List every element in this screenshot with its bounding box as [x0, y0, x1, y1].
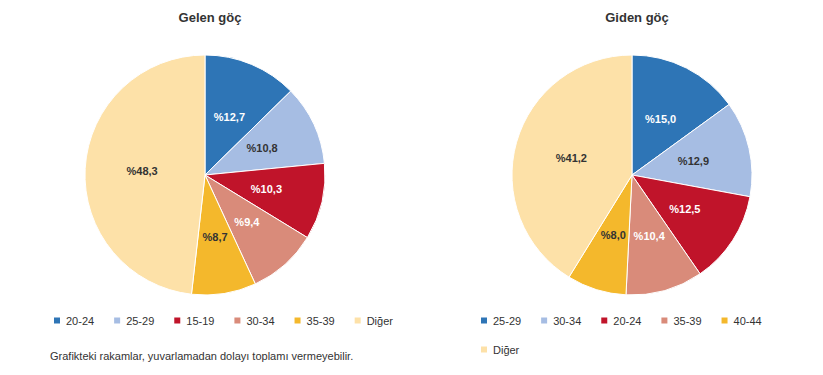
svg-text:25-29: 25-29: [126, 315, 154, 327]
svg-text:Giden göç: Giden göç: [605, 10, 669, 25]
svg-text:%12,9: %12,9: [678, 155, 709, 167]
svg-text:%12,5: %12,5: [669, 203, 700, 215]
svg-text:15-19: 15-19: [186, 315, 214, 327]
svg-text:Diğer: Diğer: [367, 315, 394, 327]
svg-text:25-29: 25-29: [493, 315, 521, 327]
svg-text:%8,7: %8,7: [202, 231, 227, 243]
svg-text:%12,7: %12,7: [214, 111, 245, 123]
svg-text:%8,0: %8,0: [601, 229, 626, 241]
svg-text:Diğer: Diğer: [493, 344, 520, 356]
svg-text:%10,8: %10,8: [247, 142, 278, 154]
svg-text:20-24: 20-24: [66, 315, 94, 327]
svg-text:%10,4: %10,4: [634, 230, 666, 242]
svg-text:30-34: 30-34: [553, 315, 581, 327]
svg-text:%9,4: %9,4: [234, 216, 260, 228]
svg-text:%41,2: %41,2: [556, 152, 587, 164]
svg-text:35-39: 35-39: [673, 315, 701, 327]
svg-text:30-34: 30-34: [246, 315, 274, 327]
svg-text:Gelen göç: Gelen göç: [179, 10, 242, 25]
svg-text:35-39: 35-39: [307, 315, 335, 327]
svg-text:%48,3: %48,3: [126, 165, 157, 177]
svg-text:%15,0: %15,0: [645, 113, 676, 125]
svg-text:%10,3: %10,3: [251, 183, 282, 195]
svg-text:20-24: 20-24: [613, 315, 641, 327]
svg-text:Grafikteki rakamlar, yuvarlama: Grafikteki rakamlar, yuvarlamadan dolayı…: [50, 350, 353, 362]
svg-text:40-44: 40-44: [734, 315, 762, 327]
